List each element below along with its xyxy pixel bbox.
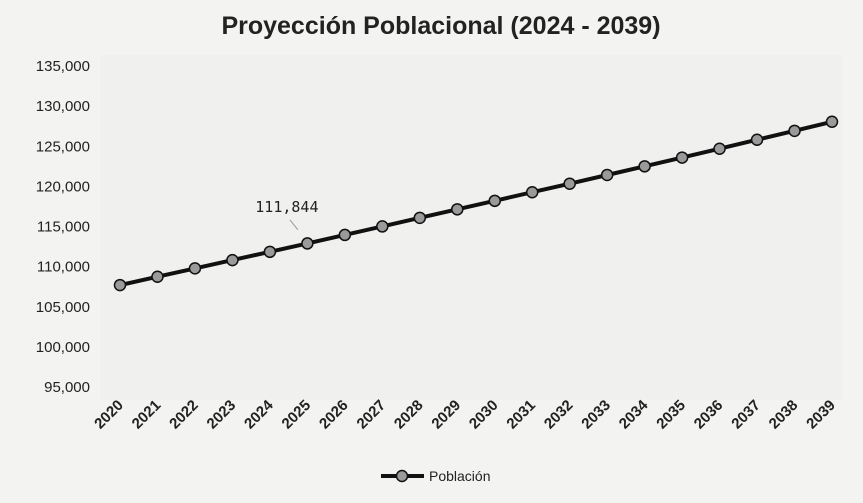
data-point	[825, 115, 839, 129]
legend-marker-sample	[395, 469, 409, 483]
y-tick-label: 105,000	[36, 299, 90, 316]
data-point	[263, 245, 277, 259]
data-point	[113, 278, 127, 292]
data-point	[600, 168, 614, 182]
data-point	[788, 124, 801, 138]
data-point	[301, 237, 314, 250]
series-line-poblacion	[118, 119, 834, 288]
y-tick-label: 115,000	[37, 219, 90, 236]
data-point	[338, 228, 352, 242]
data-point	[413, 211, 427, 225]
y-tick-label: 110,000	[37, 259, 90, 276]
data-point	[525, 185, 539, 199]
data-point	[376, 220, 389, 233]
y-tick-label: 100,000	[36, 339, 90, 356]
series-lines	[118, 119, 834, 288]
data-point	[563, 177, 576, 190]
chart-title: Proyección Poblacional (2024 - 2039)	[221, 12, 660, 40]
annotation-leader	[289, 219, 299, 231]
legend-label-poblacion: Población	[429, 468, 491, 484]
data-point	[151, 270, 164, 283]
data-point	[451, 203, 464, 216]
data-point	[488, 194, 501, 208]
data-point	[713, 142, 726, 155]
data-point	[750, 133, 764, 146]
y-axis: 95,000 100,000 105,000 110,000 115,000 120,00…	[36, 58, 90, 396]
y-tick-label: 125,000	[36, 138, 90, 155]
data-point	[675, 151, 689, 164]
y-tick-label: 95,000	[44, 379, 90, 396]
plot-area	[100, 55, 842, 400]
y-tick-label: 130,000	[36, 98, 90, 115]
data-point	[226, 253, 239, 267]
y-tick-label: 135,000	[36, 58, 90, 75]
legend: Población	[381, 468, 491, 484]
series-points	[113, 115, 839, 292]
data-label: 111,844	[255, 198, 318, 216]
annotations: 111,844	[255, 198, 319, 231]
data-point	[638, 160, 651, 173]
y-tick-label: 120,000	[36, 178, 90, 195]
data-point	[188, 262, 202, 275]
